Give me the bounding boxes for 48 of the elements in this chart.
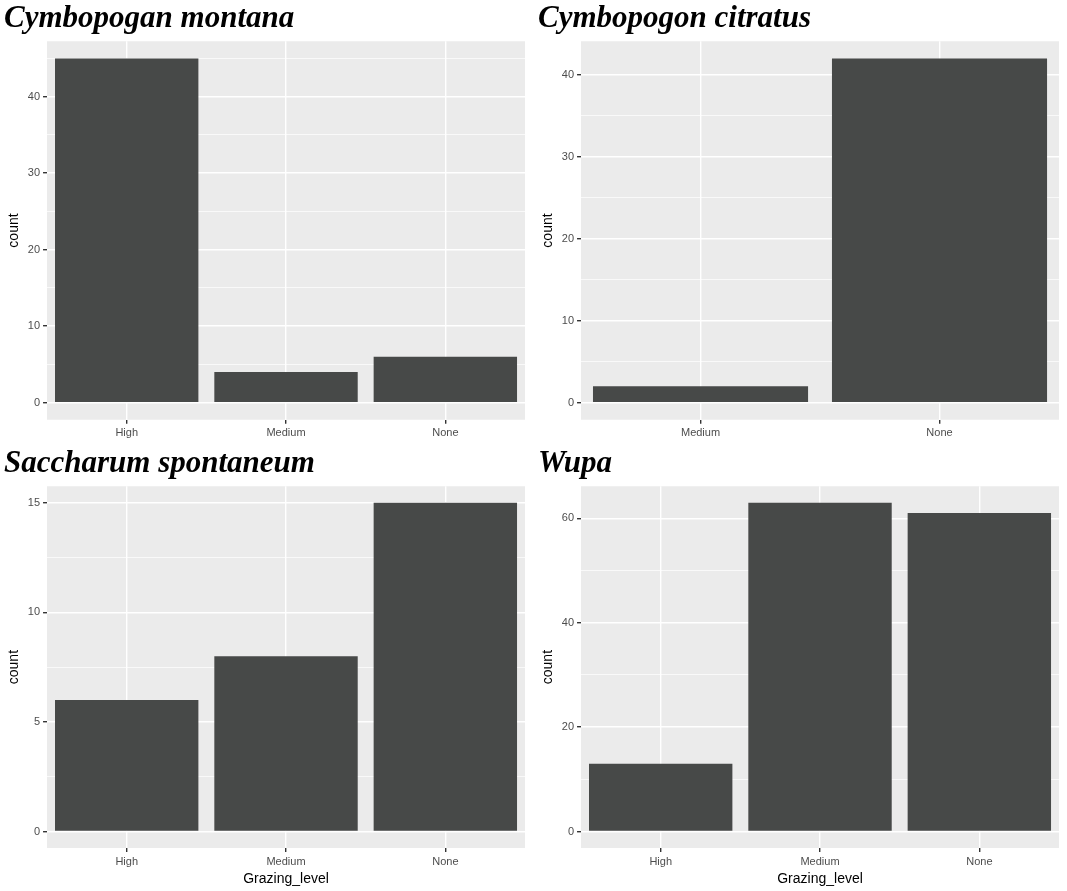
y-tick-label: 10 xyxy=(561,313,575,326)
y-tick-label: 10 xyxy=(27,319,41,332)
y-tick-label: 40 xyxy=(561,67,575,80)
chart-title: Wupa xyxy=(538,443,613,479)
x-tick-label: None xyxy=(926,426,953,439)
y-axis-title: count xyxy=(5,213,22,248)
y-tick-label: 5 xyxy=(33,714,41,727)
x-tick-label: High xyxy=(115,426,139,439)
y-tick-label: 10 xyxy=(27,605,41,618)
x-axis-title: Grazing_level xyxy=(243,870,329,887)
x-tick-label: Medium xyxy=(266,854,306,867)
bar xyxy=(214,372,358,402)
y-tick-label: 20 xyxy=(561,720,575,733)
bar xyxy=(373,356,518,402)
x-tick-label: High xyxy=(115,854,139,867)
x-tick-label: Medium xyxy=(800,854,840,867)
y-tick-label: 60 xyxy=(561,511,575,524)
chart-title: Cymbopogan montana xyxy=(4,0,295,34)
chart-title: Cymbopogon citratus xyxy=(538,0,812,34)
y-tick-label: 15 xyxy=(27,495,41,508)
y-tick-label: 0 xyxy=(567,395,575,408)
y-axis-title: count xyxy=(539,213,556,248)
y-tick-label: 40 xyxy=(27,89,41,102)
y-tick-label: 20 xyxy=(27,242,41,255)
y-axis-title: count xyxy=(5,649,22,685)
x-tick-label: None xyxy=(432,854,459,867)
y-axis-title: count xyxy=(539,649,556,685)
bar xyxy=(907,513,1052,831)
x-tick-label: None xyxy=(432,426,459,439)
y-tick-label: 20 xyxy=(561,231,575,244)
x-axis-title: Grazing_level xyxy=(777,870,863,887)
bar xyxy=(55,58,199,402)
bar xyxy=(214,656,358,831)
y-tick-label: 0 xyxy=(33,395,41,408)
x-tick-label: Medium xyxy=(266,426,306,439)
x-tick-label: High xyxy=(649,854,673,867)
bar xyxy=(748,502,892,831)
bar xyxy=(373,502,518,831)
x-tick-label: None xyxy=(966,854,993,867)
y-tick-label: 40 xyxy=(561,615,575,628)
chart-title: Saccharum spontaneum xyxy=(4,443,315,479)
y-tick-label: 0 xyxy=(567,824,575,837)
bar xyxy=(55,699,199,831)
y-tick-label: 0 xyxy=(33,824,41,837)
y-tick-label: 30 xyxy=(561,149,575,162)
bar xyxy=(589,763,733,831)
y-tick-label: 30 xyxy=(27,166,41,179)
x-tick-label: Medium xyxy=(680,426,721,439)
